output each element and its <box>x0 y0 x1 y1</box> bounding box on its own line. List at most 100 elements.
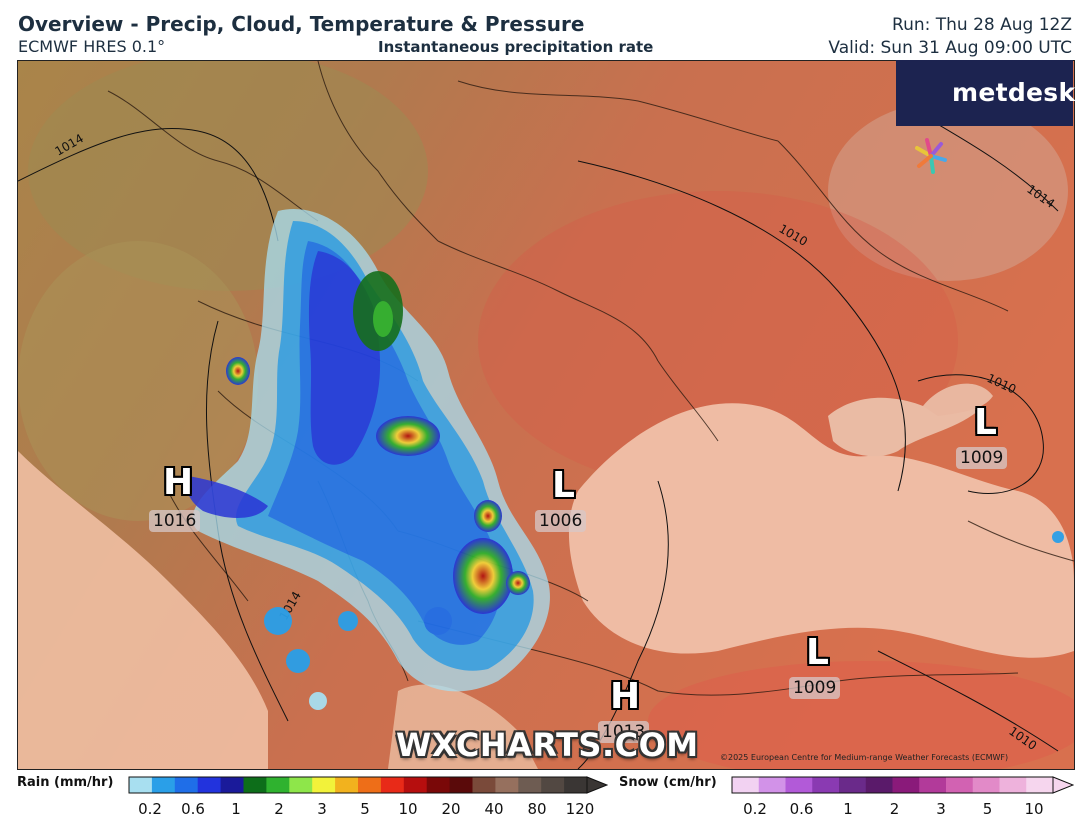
legend-tick-label: 2 <box>274 800 284 818</box>
metdesk-logo-icon <box>915 138 947 174</box>
legend-swatch <box>541 777 565 793</box>
wxcharts-watermark: WXCHARTS.COM <box>396 726 699 764</box>
rain-core <box>506 571 530 595</box>
legend-tick-label: 0.6 <box>181 800 205 818</box>
legend-tick-label: 0.2 <box>138 800 162 818</box>
legend-swatch <box>472 777 496 793</box>
legend-tick-label: 1 <box>231 800 241 818</box>
legend-swatch <box>335 777 359 793</box>
legend-swatch <box>946 777 974 793</box>
pressure-system-letter: L <box>974 402 997 443</box>
legend-swatch <box>266 777 290 793</box>
legend-swatch <box>518 777 542 793</box>
legend-swatch <box>358 777 382 793</box>
chart-title: Overview - Precip, Cloud, Temperature & … <box>18 12 585 36</box>
legend-swatch <box>892 777 920 793</box>
legend-swatch <box>839 777 867 793</box>
legend-swatch <box>403 777 428 793</box>
rain-cell <box>424 607 452 635</box>
legend-swatch <box>785 777 813 793</box>
legend-tick-label: 2 <box>889 800 900 818</box>
legend-swatch <box>129 777 153 793</box>
country-borders <box>107 61 1074 696</box>
legend-tick-label: 0.6 <box>789 800 814 818</box>
cloud-patch <box>18 241 258 521</box>
legend-swatch <box>865 777 893 793</box>
rain-core <box>453 538 513 614</box>
pressure-system-letter: H <box>610 676 641 717</box>
legend-tick-label: 80 <box>527 800 547 818</box>
legend-swatch <box>220 777 244 793</box>
rain-core <box>373 301 393 337</box>
legend-tick-label: 3 <box>936 800 946 818</box>
legend-overflow-arrow <box>586 776 608 794</box>
legend-swatch <box>380 777 405 793</box>
pressure-system-value: 1016 <box>149 510 201 532</box>
legend-frame <box>731 776 1054 794</box>
legend-tick-label: 3 <box>317 800 327 818</box>
rain-cell <box>309 692 327 710</box>
pressure-system-letter: L <box>806 632 829 673</box>
legend-swatch <box>972 777 1000 793</box>
adriatic-sea <box>18 451 268 769</box>
rain-cell <box>286 649 310 673</box>
aegean-sea <box>388 684 538 769</box>
weather-map[interactable]: 1014 1010 1014 1010 1010 1014 <box>17 60 1075 770</box>
legend-swatch <box>495 777 519 793</box>
rain-area <box>186 209 1064 710</box>
legend-swatch <box>197 777 222 793</box>
legend-tick-label: 5 <box>360 800 370 818</box>
pressure-system-value: 1009 <box>789 677 841 699</box>
legend-swatch <box>758 777 786 793</box>
logo-text: metdesk <box>952 78 1076 107</box>
chart-subtitle: Instantaneous precipitation rate <box>378 38 654 56</box>
copyright-notice: ©2025 European Centre for Medium-range W… <box>720 753 1009 762</box>
snow-legend-title: Snow (cm/hr) <box>619 775 717 790</box>
legend-tick-label: 20 <box>441 800 461 818</box>
legend-swatch <box>999 777 1027 793</box>
rain-core <box>376 416 440 456</box>
rain-legend-bar <box>128 776 608 794</box>
pressure-system-letter: L <box>552 465 575 506</box>
map-canvas: 1014 1010 1014 1010 1010 1014 <box>18 61 1074 769</box>
snow-legend-bar <box>731 776 1074 794</box>
legend-swatch <box>151 777 176 793</box>
pressure-system-value: 1006 <box>535 510 587 532</box>
legend-tick-label: 1 <box>843 800 853 818</box>
legend-swatch <box>312 777 336 793</box>
legend-tick-label: 5 <box>982 800 993 818</box>
rain-cell <box>264 607 292 635</box>
legend-swatch <box>1026 777 1054 793</box>
rain-legend-title: Rain (mm/hr) <box>17 775 114 790</box>
azov-sea <box>923 383 993 416</box>
pressure-system-value: 1009 <box>956 447 1008 469</box>
model-name: ECMWF HRES 0.1° <box>18 37 166 56</box>
metdesk-logo[interactable]: metdesk <box>896 60 1076 126</box>
valid-time: Valid: Sun 31 Aug 09:00 UTC <box>828 38 1072 58</box>
legend-tick-label: 120 <box>565 800 595 818</box>
rain-core <box>474 500 502 532</box>
legend-swatch <box>812 777 840 793</box>
rain-core <box>226 357 250 385</box>
legend-swatch <box>564 777 588 793</box>
run-time: Run: Thu 28 Aug 12Z <box>892 15 1072 35</box>
cloud-patch <box>828 101 1068 281</box>
legend-swatch <box>174 777 199 793</box>
warm-patch <box>648 661 1074 769</box>
rain-cell <box>338 611 358 631</box>
pressure-system-value: 1013 <box>598 721 650 743</box>
rain-cell <box>1052 531 1064 543</box>
pressure-system-letter: H <box>163 462 194 503</box>
legend-tick-label: 10 <box>398 800 418 818</box>
legend-tick-label: 0.2 <box>743 800 767 818</box>
legend-tick-label: 10 <box>1024 800 1044 818</box>
legend-frame <box>128 776 588 794</box>
legend-overflow-arrow <box>1052 776 1074 794</box>
black-sea <box>568 403 1074 658</box>
legend-swatch <box>289 777 313 793</box>
legend-swatch <box>449 777 473 793</box>
legend-tick-label: 40 <box>484 800 504 818</box>
legend-swatch <box>919 777 947 793</box>
legend-swatch <box>732 777 760 793</box>
legend-swatch <box>426 777 451 793</box>
